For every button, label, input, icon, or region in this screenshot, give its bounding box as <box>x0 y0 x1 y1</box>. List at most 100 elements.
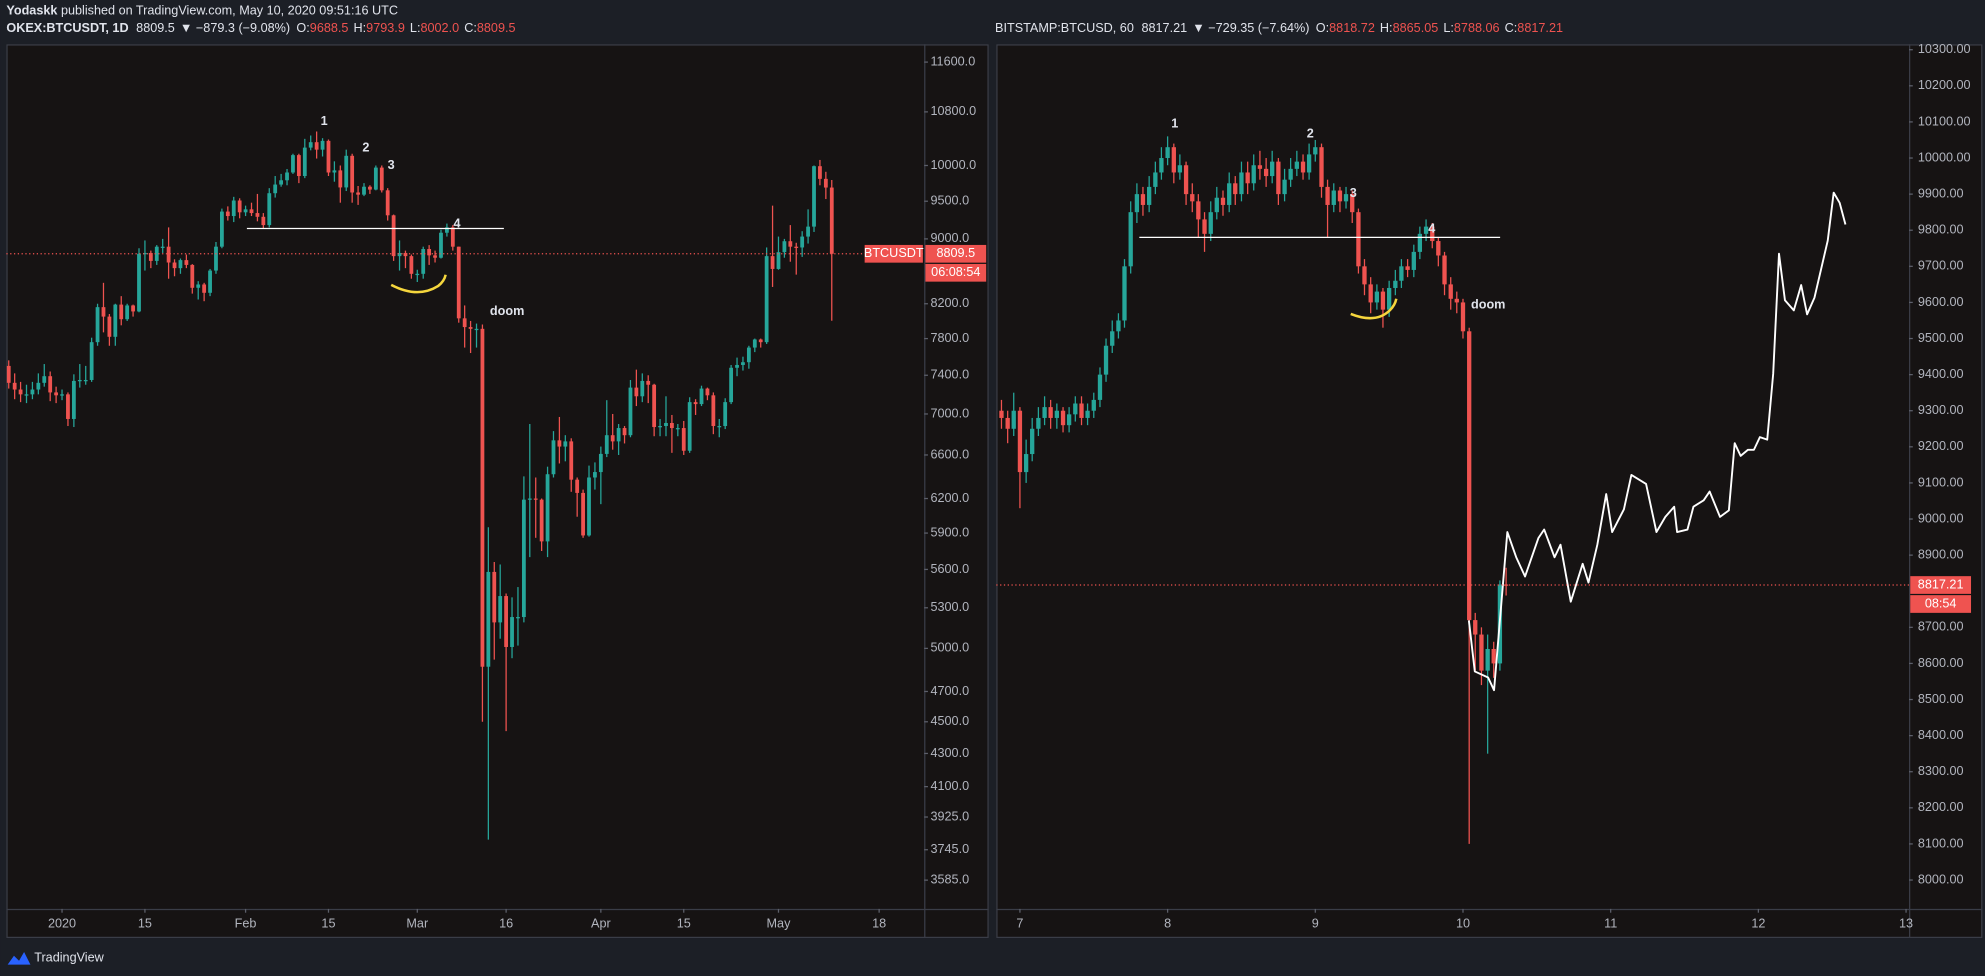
candle-body <box>616 428 621 442</box>
x-tick-label: 11 <box>1604 916 1617 930</box>
y-tick-label: 10200.00 <box>1918 78 1971 92</box>
x-tick-label: 9 <box>1312 916 1319 930</box>
candle-body <box>101 307 106 317</box>
candle-body <box>267 193 272 226</box>
candle-body <box>326 140 331 173</box>
price-tag <box>1910 576 1972 594</box>
candle-body <box>504 596 509 647</box>
candle-body <box>1103 345 1109 375</box>
candle-body <box>693 402 698 405</box>
y-tick-label: 9000.0 <box>930 231 969 245</box>
candle-body <box>1417 233 1423 252</box>
y-tick-label: 5600.0 <box>930 562 969 576</box>
last: 8809.5 <box>136 21 175 35</box>
countdown-label: 06:08:54 <box>931 265 980 279</box>
ohlc-value: 8818.72 <box>1329 21 1375 35</box>
candle-body <box>456 246 461 319</box>
published: published on TradingView.com, May 10, 20… <box>61 4 398 18</box>
candle-body <box>54 392 59 396</box>
candle-body <box>1183 165 1189 195</box>
candle-body <box>1306 154 1312 173</box>
candle-body <box>255 213 260 217</box>
change: ▼ −729.35 (−7.64%) <box>1192 21 1309 35</box>
candle-body <box>202 284 207 293</box>
ohlc-value: 8002.0 <box>420 21 459 35</box>
candle-body <box>498 596 503 623</box>
candle-body <box>1485 648 1490 671</box>
candle-body <box>1300 161 1306 173</box>
y-tick-label: 10000.0 <box>930 158 976 172</box>
candle-body <box>1405 266 1410 270</box>
candle-body <box>1337 190 1343 202</box>
candle-body <box>527 498 532 500</box>
y-tick-label: 9600.00 <box>1918 295 1964 309</box>
price-tag <box>925 244 987 263</box>
candle-body <box>829 187 834 254</box>
candle-body <box>1054 410 1060 418</box>
x-tick-label: 10 <box>1456 916 1470 930</box>
candle-body <box>1202 219 1207 234</box>
candle-body <box>6 365 11 383</box>
brand[interactable]: TradingView <box>34 951 104 965</box>
candle-body <box>800 236 805 248</box>
candle-body <box>782 241 787 253</box>
candle-body <box>1430 226 1435 242</box>
candle-body <box>308 142 313 148</box>
candle-body <box>1073 403 1078 415</box>
candle-body <box>741 362 745 365</box>
logo[interactable] <box>7 951 31 965</box>
candle-body <box>664 422 668 427</box>
candle-body <box>1386 287 1392 310</box>
right-panel <box>996 44 1983 939</box>
cup-curve <box>1350 298 1398 320</box>
annotation: 3 <box>388 158 395 172</box>
x-tick-label: 8 <box>1164 916 1171 930</box>
candle-body <box>1343 194 1349 202</box>
candle-body <box>1079 403 1084 418</box>
candle-body <box>95 307 100 343</box>
candle-body <box>439 232 443 258</box>
candle-body <box>208 270 212 293</box>
candle-body <box>510 617 514 647</box>
candle-body <box>178 260 183 269</box>
candle-body <box>1233 183 1238 195</box>
candle-body <box>77 379 82 382</box>
annotation: 2 <box>1307 127 1314 141</box>
candle-body <box>154 246 159 261</box>
candle-body <box>729 367 734 403</box>
candle-body <box>362 186 366 195</box>
candle-body <box>1423 226 1429 234</box>
candle-body <box>533 498 538 500</box>
annotation: 2 <box>362 140 369 154</box>
candle-body <box>818 166 822 179</box>
candle-body <box>160 246 165 248</box>
candle-body <box>752 339 757 348</box>
candle-body <box>646 380 651 385</box>
projection-line <box>1467 191 1847 692</box>
candle-body <box>746 347 751 363</box>
candle-body <box>593 472 597 478</box>
candle-body <box>71 380 76 419</box>
ohlc-value: 8809.5 <box>477 21 516 35</box>
candle-body <box>758 339 763 343</box>
symbol: OKEX:BTCUSDT, 1D <box>6 21 128 35</box>
y-tick-label: 8000.00 <box>1918 872 1964 886</box>
candle-body <box>521 499 526 618</box>
ohlc-value: 9793.9 <box>366 21 405 35</box>
candle-body <box>107 316 112 337</box>
candle-body <box>137 253 141 312</box>
candle-body <box>344 155 349 188</box>
annotation: doom <box>490 304 524 318</box>
candle-body <box>1227 183 1232 205</box>
candle-body <box>1282 179 1287 195</box>
y-tick-label: 3925.0 <box>930 809 969 823</box>
y-tick-label: 7400.0 <box>930 368 969 382</box>
candle-body <box>604 435 609 454</box>
y-tick-label: 3585.0 <box>930 872 969 886</box>
countdown-label: 08:54 <box>1925 596 1957 610</box>
candle-body <box>1085 410 1090 418</box>
candle-body <box>285 172 289 181</box>
y-tick-label: 9300.00 <box>1918 403 1964 417</box>
candle-body <box>705 388 710 396</box>
candle-body <box>699 388 704 405</box>
